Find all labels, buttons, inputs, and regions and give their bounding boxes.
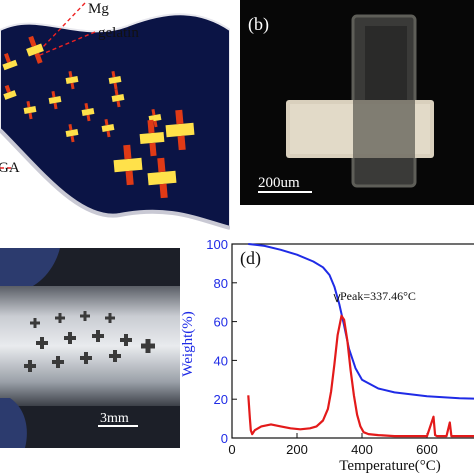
y-tick-label: 40: [214, 353, 228, 368]
tube: [0, 286, 185, 406]
y-tick-label: 0: [221, 431, 228, 446]
panel-c-photo: 3mm: [0, 248, 185, 448]
y-tick-label: 60: [214, 315, 228, 330]
panel-d-letter: (d): [240, 248, 261, 269]
mg-strip-inner: [365, 26, 407, 114]
y-axis-label: Weight(%): [180, 311, 196, 376]
peak-annotation: Peak=337.46°C: [340, 289, 416, 303]
plot-frame: [231, 243, 474, 439]
x-axis-label: Temperature(°C): [339, 458, 441, 474]
y-axis-ticks: 0 20 40 60 80 100: [206, 237, 237, 446]
gelatin-pointer: [39, 31, 96, 56]
y-tick-label: 20: [214, 392, 228, 407]
x-tick-label: 200: [286, 442, 308, 457]
weight-series-line: [248, 243, 474, 400]
substrate-label: GA: [0, 160, 20, 176]
scale-label-c: 3mm: [100, 411, 129, 426]
dtg-series-line: [247, 314, 474, 438]
scale-label-b: 200um: [258, 175, 300, 191]
micrograph-image: (b) 200um: [240, 0, 474, 205]
electrode-array-photo: [24, 311, 155, 372]
y-tick-label: 80: [214, 276, 228, 291]
x-tick-label: 600: [416, 442, 438, 457]
peak-arrow: [333, 293, 341, 303]
panel-a-schematic: Mg gelatin GA: [0, 0, 230, 232]
x-tick-label: 400: [351, 442, 373, 457]
overlap-region: [353, 100, 415, 158]
mg-pointer: [41, 2, 86, 49]
series-layer: [247, 243, 474, 438]
glove-lower: [0, 398, 27, 448]
device-schematic: Mg gelatin GA: [0, 1, 230, 230]
x-axis-ticks: 02004006008: [228, 433, 438, 457]
glove: [0, 248, 60, 293]
mg-label: Mg: [88, 1, 109, 17]
gelatin-label: gelatin: [98, 25, 139, 41]
x-tick-label: 0: [228, 442, 235, 457]
panel-b-micrograph: (b) 200um: [240, 0, 474, 205]
substrate-edge: [0, 128, 230, 230]
y-tick-label: 100: [206, 237, 228, 252]
electrode-pattern: [2, 35, 195, 199]
device-photo: 3mm: [0, 248, 185, 448]
panel-b-letter: (b): [248, 14, 269, 35]
